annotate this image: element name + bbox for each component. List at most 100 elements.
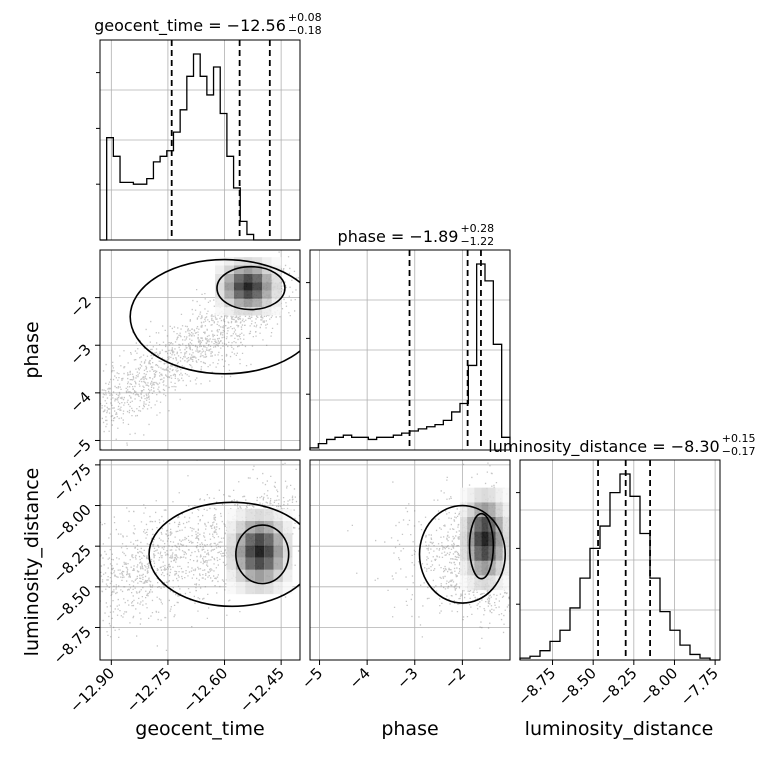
density-cell xyxy=(283,520,293,534)
density-cell xyxy=(226,508,236,521)
density-cell xyxy=(467,516,475,532)
density-cell xyxy=(283,581,293,595)
density-cell xyxy=(264,569,274,582)
x-axis-label-phase: phase xyxy=(381,718,438,740)
title-geocent-time-lower: −0.18 xyxy=(288,24,322,37)
density-cell xyxy=(481,560,489,576)
density-cell xyxy=(474,516,482,532)
y-axis-label-phase: phase xyxy=(21,321,43,378)
density-cell xyxy=(264,508,274,521)
density-cell xyxy=(264,557,274,570)
title-phase: phase = −1.89 +0.28 −1.22 xyxy=(338,222,495,248)
density-cell xyxy=(235,557,246,570)
density-cell xyxy=(271,257,282,266)
title-luminosity-distance: luminosity_distance = −8.30 +0.15 −0.17 xyxy=(488,432,755,458)
title-luminosity-distance-upper: +0.15 xyxy=(722,432,756,445)
density-cell xyxy=(252,298,263,308)
contour-line xyxy=(418,504,507,604)
density-cell xyxy=(495,487,503,503)
density-cell xyxy=(283,569,293,582)
density-cell xyxy=(467,502,475,517)
density-cell xyxy=(460,575,468,591)
density-panel-phase-luminosity_distance xyxy=(309,459,511,661)
density-cell xyxy=(262,290,272,299)
density-cell xyxy=(474,560,482,576)
density-cell xyxy=(495,546,503,561)
density-cell xyxy=(481,516,489,532)
density-cell xyxy=(271,282,282,291)
density-cell xyxy=(495,516,503,532)
density-cell xyxy=(224,273,234,283)
x-tick-label: −7.75 xyxy=(677,664,722,709)
density-cell xyxy=(474,487,482,503)
density-cell xyxy=(215,307,225,316)
density-cell xyxy=(262,307,272,316)
density-cell xyxy=(243,273,253,283)
density-cell xyxy=(271,307,282,316)
density-cell xyxy=(481,546,489,561)
density-cell xyxy=(264,545,274,558)
density-cell xyxy=(488,531,496,547)
panel-frame xyxy=(99,249,301,451)
density-cell xyxy=(460,531,468,547)
x-tick-label: −8.00 xyxy=(636,664,681,709)
density-cell xyxy=(224,282,234,291)
density-cell xyxy=(460,487,468,503)
title-phase-upper: +0.28 xyxy=(460,222,494,235)
y-axis-label-luminosity-distance: luminosity_distance xyxy=(21,468,43,657)
density-cell xyxy=(460,560,468,576)
density-cell xyxy=(245,569,255,582)
density-panel-geocent_time-luminosity_distance xyxy=(99,459,301,661)
density-cell xyxy=(474,575,482,591)
histogram-series xyxy=(519,473,720,661)
histogram-series xyxy=(100,53,300,241)
y-tick-label: −2 xyxy=(66,293,94,321)
density-cell xyxy=(252,265,263,274)
density-cell xyxy=(245,533,255,546)
title-luminosity-distance-label: luminosity_distance = −8.30 xyxy=(488,437,719,457)
x-tick-label: −12.75 xyxy=(123,664,175,716)
density-cell xyxy=(226,545,236,558)
density-cell xyxy=(502,487,510,503)
density-cell xyxy=(273,508,284,521)
histogram-panel-luminosity_distance xyxy=(516,459,721,661)
y-tick-label: −4 xyxy=(66,388,94,416)
panel-frame xyxy=(99,459,301,661)
x-tick-label: −8.75 xyxy=(514,664,559,709)
density-cell xyxy=(495,502,503,517)
density-cell xyxy=(474,502,482,517)
density-cell xyxy=(262,298,272,308)
x-tick-label: −2 xyxy=(441,664,469,692)
density-panel-geocent_time-phase xyxy=(99,249,301,451)
density-cell xyxy=(481,531,489,547)
density-cell xyxy=(495,575,503,591)
density-cell xyxy=(252,290,263,299)
density-cell xyxy=(233,290,244,299)
density-cell xyxy=(235,520,246,534)
density-cell xyxy=(224,290,234,299)
x-axis-label-luminosity-distance: luminosity_distance xyxy=(525,718,714,740)
density-cell xyxy=(273,520,284,534)
sample-points xyxy=(100,251,299,450)
x-tick-label: −8.25 xyxy=(595,664,640,709)
density-cell xyxy=(224,257,234,266)
density-content xyxy=(310,460,510,660)
y-tick-label: −3 xyxy=(66,340,94,368)
density-cell xyxy=(273,533,284,546)
x-tick-label: −5 xyxy=(298,664,326,692)
density-cell xyxy=(243,307,253,316)
density-cell xyxy=(226,581,236,595)
density-cell xyxy=(273,569,284,582)
contour-line xyxy=(129,258,300,375)
x-tick-label: −12.60 xyxy=(179,664,231,716)
density-cell xyxy=(245,545,255,558)
density-cell xyxy=(254,520,265,534)
density-cell xyxy=(271,273,282,283)
x-tick-label: −8.50 xyxy=(555,664,600,709)
density-cell xyxy=(245,508,255,521)
density-cell xyxy=(254,569,265,582)
density-cell xyxy=(488,502,496,517)
density-cell xyxy=(502,560,510,576)
density-cell xyxy=(467,560,475,576)
density-cell xyxy=(215,257,225,266)
